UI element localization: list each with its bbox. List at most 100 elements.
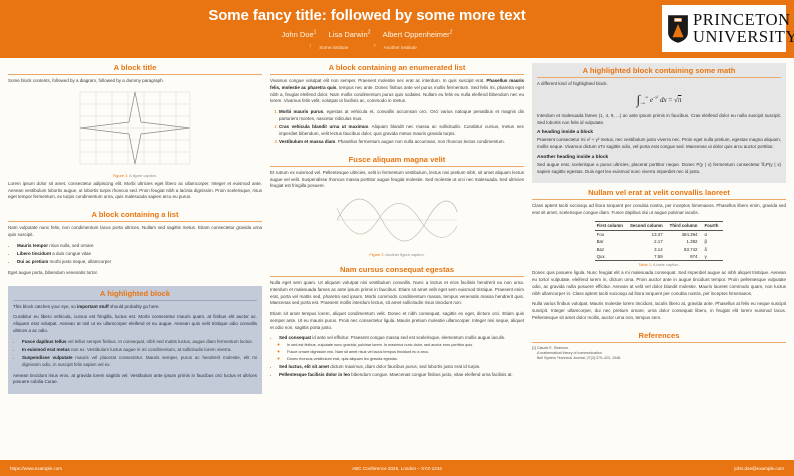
- divider: [270, 74, 524, 75]
- list-item-text: a duis congue vitae: [51, 250, 92, 256]
- figure-caption-label: Figure 2:: [369, 252, 385, 257]
- list-item-text: risus nulla, sed ornare: [48, 242, 94, 248]
- table-caption-label: Table 1:: [638, 262, 653, 268]
- footer-email-link[interactable]: john.doe@example.com: [734, 465, 784, 471]
- figure-caption-text: Another figure caption.: [384, 252, 425, 257]
- figure-caption: Figure 1: A figure caption.: [8, 173, 262, 178]
- list-item-text: id ante vel efficitur. Praesent congue m…: [311, 335, 506, 341]
- block-body-text: Lorem ipsum dolor sit amet, consectetur …: [8, 180, 262, 200]
- block-intro-text: Vivamus congue volutpat elit non semper.…: [270, 78, 524, 105]
- reference-title: A mathematical theory of communication.: [537, 350, 603, 355]
- table-caption: Table 1: A table caption.: [532, 262, 786, 267]
- differential: dx: [659, 95, 667, 104]
- block-intro-text: Some block contents, followed by a diagr…: [8, 78, 164, 83]
- princeton-shield-icon: [668, 14, 688, 43]
- enumerated-list: Morbi mauris purus, egestas at vehicula …: [279, 109, 524, 146]
- intro-b: Phasellus mauris felis, molestie ac phar…: [270, 78, 524, 90]
- right-column: A highlighted block containing some math…: [532, 63, 786, 450]
- author-sup: 2: [367, 29, 371, 36]
- middle-column: A block containing an enumerated list Vi…: [270, 63, 524, 450]
- institute-entry: 1 Some institute: [309, 43, 356, 50]
- author-entry: Albert Oppenheimer2: [383, 29, 453, 40]
- pi-symbol: π: [677, 95, 682, 104]
- intro-c: , tempus nec ante. Donec finibus ante ve…: [270, 84, 524, 104]
- poster-body: A block title Some block contents, follo…: [0, 58, 794, 450]
- list-item-strong: Suspendisse vulputate: [22, 355, 73, 360]
- poster-footer: https://www.example.com ABC Conference 2…: [0, 460, 794, 476]
- list-item-strong: Libero tincidunt: [17, 250, 51, 256]
- block-nam-cursus-consequat-egestas: Nam cursus consequat egestas Nulla eget …: [270, 265, 524, 383]
- block-a-block-title: A block title Some block contents, follo…: [8, 63, 262, 205]
- institute-name: Another institute: [383, 44, 417, 50]
- table-cell: 7.59: [627, 252, 668, 262]
- logo-wordmark: PRINCETON UNIVERSITY: [693, 11, 794, 46]
- list-item: Fusce dapibus tellus vel tellus semper f…: [22, 339, 257, 346]
- integral-upper-limit: ∞: [645, 94, 649, 100]
- lead-pre: This block catches your eye, so: [13, 303, 78, 309]
- list-item-text: . Aliquam blandit nec massa ac sollicitu…: [279, 124, 524, 136]
- divider: [532, 199, 786, 201]
- list-item: In euismod erat metus non ex. Vestibulum…: [22, 347, 257, 354]
- table-cell: β: [704, 239, 708, 245]
- list-item-strong: Cras vehicula blandit urna ut maximus: [279, 124, 369, 129]
- inner-paragraph-2: Sed augue erat, scelerisque a purus ultr…: [537, 161, 781, 174]
- integral-sign: ∫: [636, 91, 641, 107]
- list-item-text: non ex. Vestibulum luctus augue in mi co…: [69, 346, 232, 352]
- integrand: e: [649, 95, 653, 104]
- lead-post: should probably go here.: [108, 303, 160, 309]
- list-item-text: , egestas at vehicula et, convallis accu…: [279, 109, 524, 121]
- block-outro-text: Eget augue porta, bibendum venenatis tor…: [8, 269, 99, 275]
- table-header-cell: First column: [594, 220, 628, 231]
- poster-header: Some fancy title: followed by some more …: [0, 0, 794, 58]
- inner-paragraph-1: Praesent consectetur mi x² + y² metus, n…: [537, 137, 781, 149]
- list-item-strong: Fusce dapibus tellus: [22, 338, 67, 344]
- table-cell: 3.14: [654, 246, 663, 252]
- list-item: Pellentesque facilisis dolor in leo bibe…: [279, 372, 524, 379]
- table-cell: γ: [702, 252, 724, 262]
- divider: [8, 74, 262, 75]
- list-item-strong: Sed consequat: [279, 335, 312, 341]
- footer-website-link[interactable]: https://www.example.com: [10, 465, 63, 471]
- block-intro-text: Nam vulputate nunc felis, non condimentu…: [8, 225, 262, 237]
- lead-strong: important stuff: [77, 303, 109, 309]
- list-item-text: bibendum congue. Maecenas congue finibus…: [350, 372, 513, 378]
- block-heading: A block containing a list: [91, 210, 179, 219]
- list-item: Sed consequat id ante vel efficitur. Pra…: [279, 335, 524, 362]
- table-cell: 2.17: [654, 239, 663, 245]
- table-row: Qux 7.59 974 γ: [594, 252, 724, 262]
- sine-wave-plot: [270, 194, 524, 251]
- table-header-cell: Second column: [627, 220, 668, 231]
- block-heading: A highlighted block containing some math: [582, 66, 736, 75]
- list-item-strong: Pellentesque facilisis dolor in leo: [279, 372, 351, 378]
- block-paragraph-2: Nulla varius finibus volutpat. Mauris mo…: [532, 301, 786, 320]
- block-references: References [1] Claude E. Shannon. A math…: [532, 331, 786, 363]
- list-item-text: morbi justo neque, ullamcorper: [48, 259, 112, 264]
- institute-sup: 1: [309, 43, 312, 48]
- inner-heading-1: A heading inside a block: [537, 130, 594, 136]
- bullet-list: Mauris tempor risus nulla, sed ornare Li…: [17, 243, 262, 266]
- list-item: Vestibulum et massa diam. Phasellus ferm…: [279, 139, 524, 146]
- list-item-strong: Sed luctus, elit sit amet: [279, 364, 330, 369]
- table-row: Baz 3.14 83.742 δ: [595, 246, 724, 253]
- table-cell: 974: [667, 252, 703, 262]
- institute-sup: 2: [373, 43, 376, 48]
- list-item-strong: Vestibulum et massa diam: [279, 139, 336, 144]
- inner-heading-2: Another heading inside a block: [537, 154, 609, 160]
- table-cell: 13.37: [651, 231, 663, 237]
- figure-caption: Figure 2: Another figure caption.: [270, 252, 524, 257]
- block-nullam-vel-erat: Nullam vel erat at velit convallis laore…: [532, 188, 786, 325]
- institute-entry: 2 Another institute: [373, 43, 425, 50]
- list-item: Cras vehicula blandit urna ut maximus. A…: [279, 124, 524, 138]
- divider: [13, 299, 257, 301]
- table-cell: Bar: [596, 239, 604, 245]
- sub-bullet-list: In sed est finibus, vulputate nunc gravi…: [287, 343, 524, 363]
- author-entry: Lisa Darwin2: [329, 29, 371, 40]
- block-paragraph-1: Donec quis posuere ligula. Nunc feugiat …: [532, 270, 786, 296]
- block-body-text: Et rutrum ex euismod vel. Pellentesque u…: [270, 169, 524, 189]
- table-cell: 384.394: [681, 231, 698, 237]
- block-body-text: Curabitur eu libero vehicula, cursus est…: [13, 314, 257, 333]
- block-heading: Nullam vel erat at velit convallis laore…: [588, 188, 730, 198]
- author-sup: 2: [449, 29, 453, 36]
- table-cell: 83.742: [684, 246, 698, 252]
